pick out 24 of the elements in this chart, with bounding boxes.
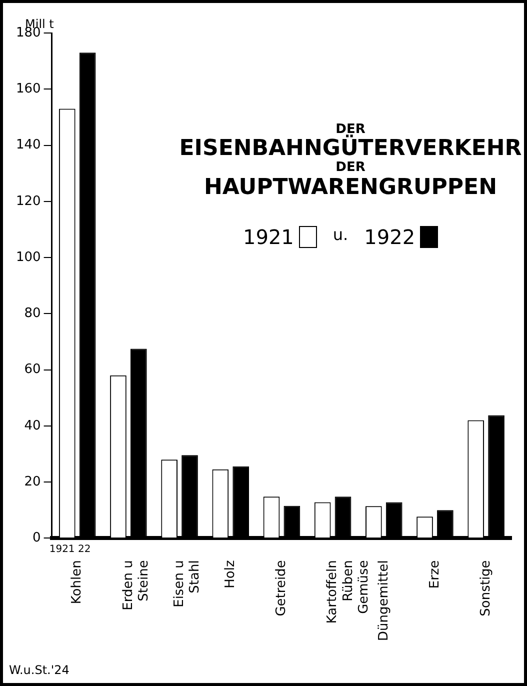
legend-label: 1922 bbox=[364, 225, 416, 249]
x-tick-label: Kartoffeln Rüben Gemüse bbox=[325, 560, 372, 624]
y-tick-label: 40 bbox=[24, 418, 41, 434]
y-tick-label: 100 bbox=[16, 250, 41, 265]
legend-label: 1921 bbox=[243, 225, 294, 249]
x-tick-label: Kohlen bbox=[70, 560, 85, 604]
x-tick-label: Eisen u Stahl bbox=[172, 560, 203, 608]
text: DER EISENBAHNGÜTERVERKEHR DER HAUPTWARENGRUPPEN bbox=[178, 122, 523, 200]
y-tick-label: 80 bbox=[24, 306, 41, 322]
x-tick-label: Getreide bbox=[274, 560, 290, 616]
x-tick-label: Erden u Steine bbox=[120, 560, 152, 610]
text: 1921 22 bbox=[49, 544, 91, 556]
y-tick-label: 20 bbox=[24, 474, 41, 490]
y-tick-label: 0 bbox=[32, 530, 41, 546]
annotation: u. bbox=[332, 225, 348, 244]
y-tick-label: 160 bbox=[16, 82, 41, 97]
x-tick-label: Sonstige bbox=[478, 560, 494, 616]
y-tick-label: 140 bbox=[16, 138, 41, 153]
x-tick-label: Erze bbox=[427, 560, 442, 589]
y-tick-label: 120 bbox=[16, 194, 41, 209]
x-tick-label: Düngemittel bbox=[376, 560, 392, 642]
text: W.u.St.'24 bbox=[9, 663, 70, 677]
x-tick-label: Holz bbox=[223, 560, 238, 588]
y-tick-label: 60 bbox=[24, 362, 41, 378]
